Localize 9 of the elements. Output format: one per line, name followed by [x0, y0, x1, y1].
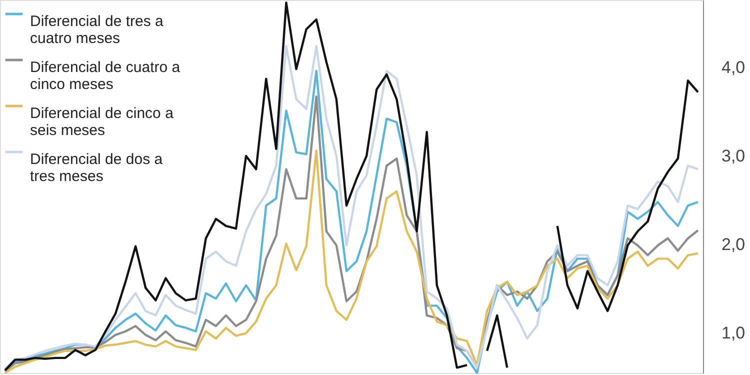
legend-label: Diferencial de cinco a seis meses [30, 105, 174, 139]
line-series [4, 150, 700, 374]
y-tick-label: 3,0 [722, 146, 746, 166]
y-tick-label: 1,0 [722, 324, 746, 343]
legend-label: Diferencial de dos a tres meses [30, 151, 164, 185]
legend-label: Diferencial de cuatro a cinco meses [30, 59, 181, 93]
y-tick-label: 4,0 [722, 58, 746, 77]
y-tick-label: 2,0 [722, 235, 746, 254]
legend-label: Diferencial de tres a cuatro meses [30, 13, 164, 47]
